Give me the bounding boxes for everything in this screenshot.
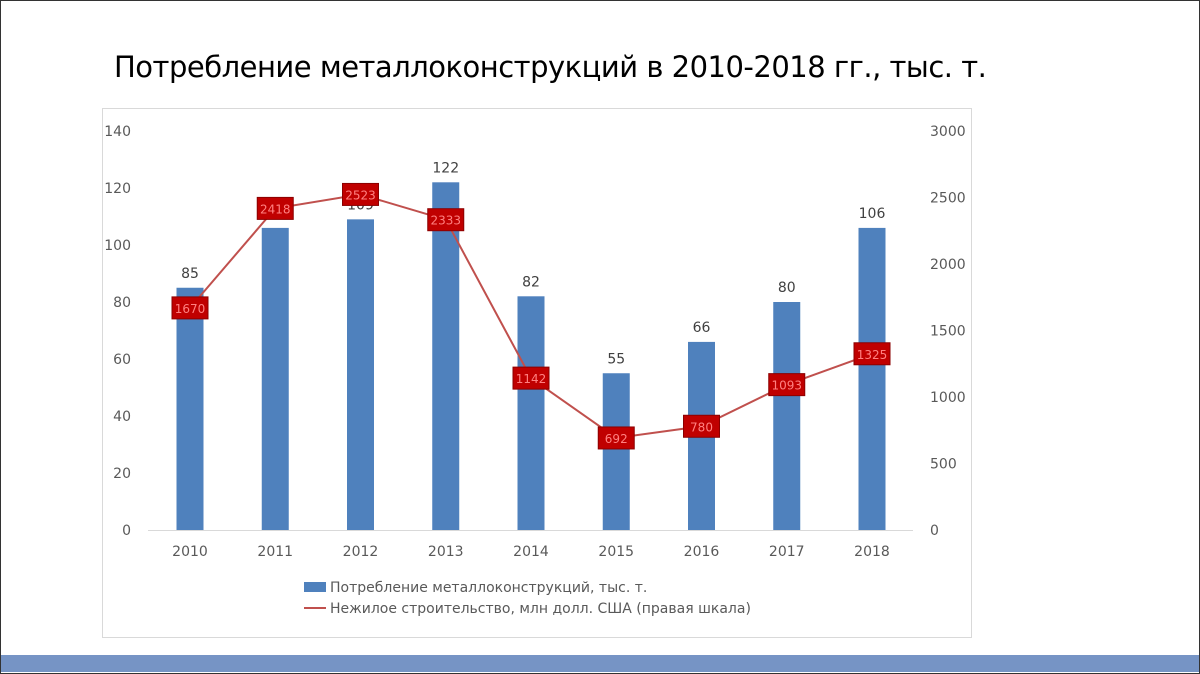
category-label-2015: 2015 [598, 544, 634, 560]
right-axis-tick-1: 500 [930, 457, 957, 473]
line-label-box-2014 [512, 366, 550, 390]
line-label-box-2010 [171, 296, 209, 320]
right-axis-tick-3: 1500 [930, 324, 966, 340]
line-label-2011: 2418 [260, 202, 291, 216]
category-label-2010: 2010 [172, 544, 208, 560]
bar-2010 [176, 287, 204, 530]
category-label-2011: 2011 [257, 544, 293, 560]
left-axis-tick-1: 20 [113, 466, 131, 482]
right-axis-tick-5: 2500 [930, 191, 966, 207]
line-label-box-2015 [597, 426, 635, 450]
right-axis-tick-0: 0 [930, 523, 939, 539]
category-label-2018: 2018 [854, 544, 890, 560]
line-label-2013: 2333 [430, 214, 461, 228]
left-axis-tick-0: 0 [122, 523, 131, 539]
bar-label-2017: 80 [778, 280, 796, 296]
bar-label-2010: 85 [181, 266, 199, 282]
bar-2015 [602, 373, 630, 530]
line-label-box-2011 [256, 196, 294, 220]
bar-label-2014: 82 [522, 274, 540, 290]
bar-label-2018: 106 [859, 206, 886, 222]
bar-2014 [517, 296, 545, 530]
category-label-2016: 2016 [684, 544, 720, 560]
bar-2017 [773, 302, 801, 530]
bar-2018 [858, 227, 886, 530]
line-label-2017: 1093 [771, 379, 802, 393]
line-label-box-2018 [853, 342, 891, 366]
category-label-2014: 2014 [513, 544, 549, 560]
line-label-2016: 780 [690, 420, 713, 434]
line-label-2014: 1142 [516, 372, 547, 386]
line-label-2015: 692 [605, 432, 628, 446]
legend-line-label: Нежилое строительство, млн долл. США (пр… [330, 601, 751, 617]
left-axis-tick-4: 80 [113, 295, 131, 311]
bar-label-2013: 122 [432, 160, 459, 176]
bar-2011 [261, 227, 289, 530]
left-axis-tick-6: 120 [104, 181, 131, 197]
bar-2013 [432, 182, 460, 531]
line-label-box-2012 [342, 182, 379, 206]
left-axis-tick-7: 140 [104, 124, 131, 140]
line-label-2012: 2523 [345, 188, 376, 202]
right-axis-tick-6: 3000 [930, 124, 966, 140]
line-label-2010: 1670 [175, 302, 206, 316]
category-label-2013: 2013 [428, 544, 464, 560]
legend-bar-swatch [304, 582, 326, 592]
left-axis-tick-3: 60 [113, 352, 131, 368]
line-label-box-2017 [768, 373, 806, 397]
bar-label-2015: 55 [607, 351, 625, 367]
right-axis-tick-2: 1000 [930, 390, 966, 406]
line-label-box-2016 [683, 414, 720, 438]
bar-2012 [347, 219, 374, 530]
left-axis-tick-2: 40 [113, 409, 131, 425]
category-label-2017: 2017 [769, 544, 805, 560]
line-label-box-2013 [427, 208, 465, 232]
bar-label-2016: 66 [693, 320, 711, 336]
right-axis-tick-4: 2000 [930, 257, 966, 273]
line-label-2018: 1325 [857, 348, 888, 362]
left-axis-tick-5: 100 [104, 238, 131, 254]
category-label-2012: 2012 [343, 544, 379, 560]
footer-bar [1, 655, 1199, 672]
legend-bar-label: Потребление металлоконструкций, тыс. т. [330, 580, 647, 596]
slide-title: Потребление металлоконструкций в 2010-20… [114, 50, 987, 84]
